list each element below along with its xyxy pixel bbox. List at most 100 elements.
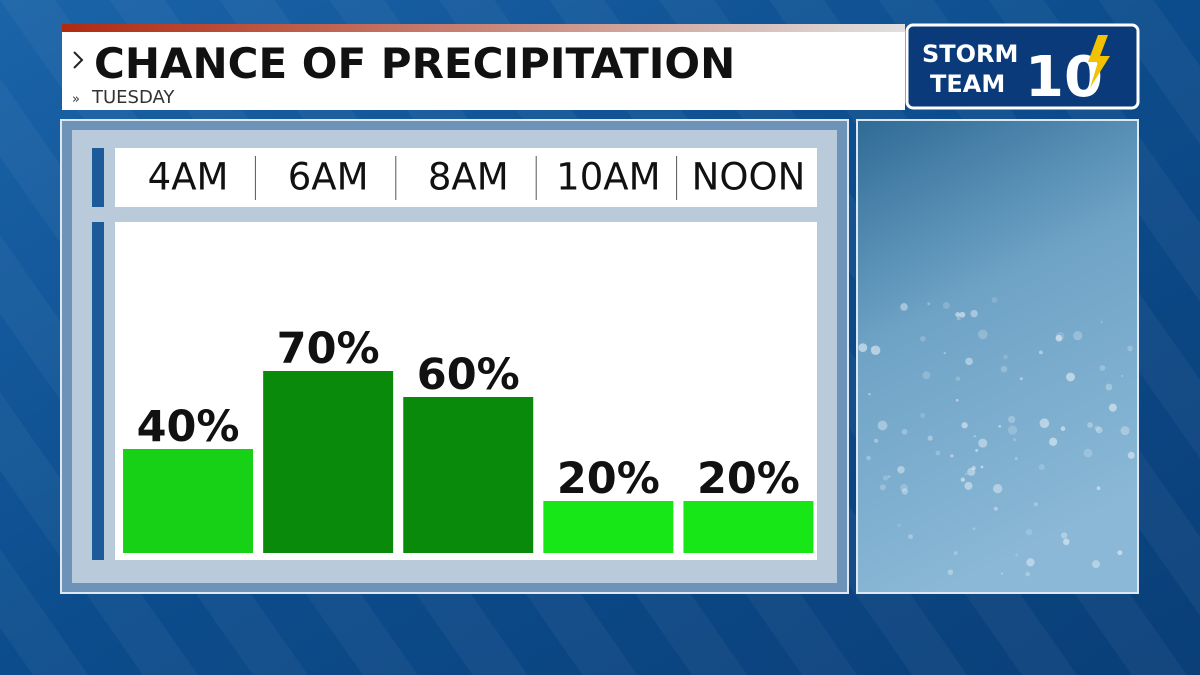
rain-drop — [866, 455, 871, 461]
rain-drop — [1061, 532, 1068, 539]
rain-drop — [998, 425, 1002, 428]
rain-drop — [870, 346, 874, 350]
rain-drop — [953, 551, 958, 556]
rain-drop — [943, 351, 946, 355]
rain-drop — [1003, 354, 1008, 360]
x-tick-label: 4AM — [148, 156, 229, 199]
rain-drop — [922, 371, 931, 380]
rain-drop — [1000, 365, 1008, 373]
rain-drop — [908, 534, 913, 539]
rain-drop — [1120, 426, 1130, 436]
logo-box — [905, 23, 1140, 110]
rain-drop — [1095, 426, 1103, 434]
bar — [263, 371, 394, 553]
rain-drop — [991, 297, 998, 303]
rain-drop — [1026, 558, 1035, 567]
chart-title: CHANCE OF PRECIPITATION — [94, 39, 735, 88]
rain-drop — [955, 312, 961, 317]
rain-drop — [927, 435, 933, 441]
rain-drop — [874, 438, 879, 443]
logo-text: TEAM — [930, 70, 1005, 98]
rain-drop — [980, 465, 984, 469]
rain-drop — [927, 302, 931, 306]
x-tick-label: NOON — [692, 156, 806, 199]
value-label: 20% — [697, 454, 800, 504]
rain-drop — [1049, 437, 1058, 446]
rain-drop — [972, 527, 976, 531]
rain-drop — [942, 302, 950, 309]
rain-drop — [975, 449, 979, 453]
rain-drop — [879, 484, 886, 491]
rain-drop — [1063, 538, 1070, 546]
rain-drop — [964, 481, 973, 490]
rain-drop — [978, 329, 988, 340]
rain-drop — [901, 428, 908, 435]
chart-subtitle: TUESDAY — [91, 87, 175, 108]
rain-drop — [920, 335, 926, 342]
rain-drop — [959, 311, 966, 318]
bar — [403, 397, 534, 553]
rain-drop — [1096, 486, 1101, 491]
rain-drop — [1013, 438, 1016, 442]
rain-drop — [1094, 425, 1100, 431]
logo-bolt — [1088, 35, 1110, 88]
rain-drop — [1060, 426, 1066, 432]
rain-drop — [978, 438, 988, 448]
x-tick-label: 8AM — [428, 156, 509, 199]
rain-drop — [1127, 345, 1133, 352]
category-row — [115, 148, 817, 207]
header — [62, 32, 905, 110]
rain-drop — [1073, 331, 1083, 341]
rain-drop — [1087, 422, 1093, 428]
rain-drop — [1117, 550, 1123, 556]
x-tick-label: 6AM — [288, 156, 369, 199]
rain-drop — [1000, 572, 1004, 575]
rain-drop — [935, 450, 941, 456]
rain-drop — [882, 475, 889, 481]
rain-drop — [965, 472, 968, 476]
rain-drops — [858, 297, 1135, 577]
x-tick-label: 10AM — [556, 156, 660, 199]
rain-drop — [897, 466, 905, 474]
rain-drop — [993, 484, 1003, 494]
rain-drop — [955, 398, 959, 402]
rain-drop — [1121, 374, 1124, 378]
rain-drop — [1038, 464, 1045, 471]
rain-drop — [1025, 528, 1033, 536]
accent-bar — [92, 148, 104, 207]
value-label: 40% — [137, 402, 240, 452]
rain-drop — [1127, 451, 1135, 459]
rain-drop — [967, 467, 976, 476]
value-label: 20% — [557, 454, 660, 504]
chevron-small: » — [72, 92, 80, 107]
header-accent — [62, 24, 905, 32]
rain-drop — [868, 392, 871, 396]
rain-drop — [1108, 403, 1117, 412]
rain-drop — [947, 569, 954, 575]
rain-drop — [993, 506, 998, 511]
rain-drop — [1007, 425, 1018, 435]
rain-drop — [1015, 553, 1018, 557]
rain-drop — [858, 343, 868, 353]
rain-drop — [887, 475, 891, 478]
rain-drop — [1055, 334, 1063, 342]
rain-drop — [1019, 377, 1023, 381]
rain-drop — [897, 523, 901, 527]
rain-drop — [1099, 365, 1106, 371]
value-label: 60% — [417, 350, 520, 400]
bar — [543, 501, 674, 553]
rain-drop — [900, 303, 908, 311]
rain-drop — [956, 316, 961, 321]
rain-image — [856, 119, 1139, 594]
rain-drop — [1092, 560, 1101, 569]
rain-drop — [1066, 372, 1075, 382]
rain-drop — [955, 376, 961, 381]
rain-drop — [1014, 457, 1018, 461]
rain-drop — [870, 345, 881, 355]
rain-drop — [950, 454, 954, 458]
value-label: 70% — [277, 324, 380, 374]
rain-drop — [1055, 331, 1065, 341]
rain-drop — [877, 420, 888, 431]
logo-number: 10 — [1025, 45, 1103, 110]
